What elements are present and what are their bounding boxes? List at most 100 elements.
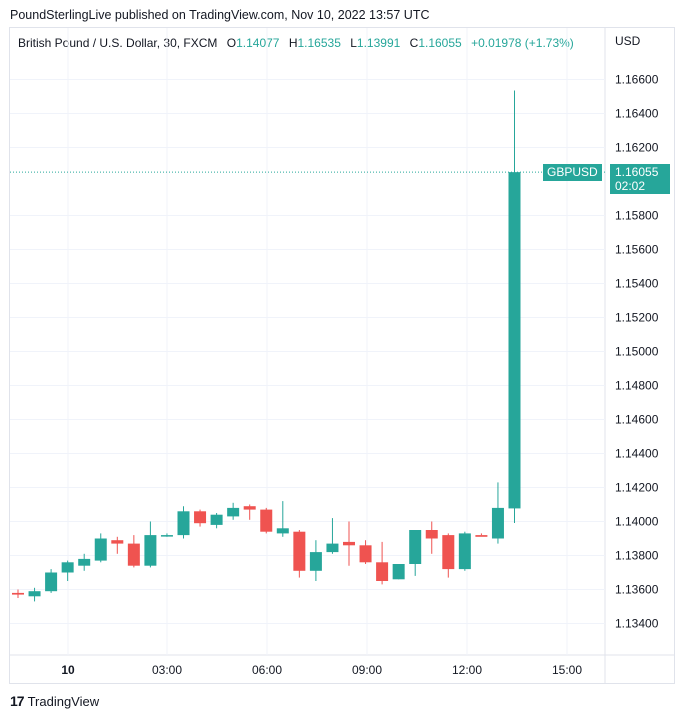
candle-body	[309, 552, 322, 571]
candle-body	[276, 528, 289, 534]
tradingview-logo-icon: 17	[10, 693, 25, 709]
grid-lines	[10, 28, 675, 684]
candle	[243, 504, 256, 520]
candle-body	[491, 507, 504, 539]
x-tick-label: 12:00	[452, 663, 482, 677]
candle-body	[508, 172, 521, 509]
candle-body	[442, 535, 455, 570]
candle-body	[260, 509, 273, 532]
legend-close-label: C	[409, 36, 419, 50]
candle	[12, 589, 24, 598]
candle-body	[94, 538, 107, 561]
candle-body	[475, 535, 488, 537]
x-axis: 10 03:00 06:00 09:00 12:00 15:00	[61, 663, 582, 677]
candle-body	[425, 530, 438, 539]
legend-high-value: 1.16535	[297, 36, 341, 50]
y-tick-label: 1.13400	[615, 617, 659, 631]
candle	[276, 501, 289, 537]
candle-body	[12, 592, 24, 595]
y-axis: 1.16600 1.16400 1.16200 1.15800 1.15600 1.154…	[615, 73, 659, 631]
candle-body	[343, 541, 355, 546]
candle	[326, 518, 339, 554]
candle-body	[78, 558, 91, 566]
y-tick-label: 1.15200	[615, 311, 659, 325]
candle	[491, 482, 504, 544]
candle-body	[392, 564, 405, 580]
candle	[94, 533, 107, 563]
candle	[309, 540, 322, 581]
legend-high-label: H	[288, 36, 298, 50]
y-tick-label: 1.15400	[615, 277, 659, 291]
legend-low-label: L	[350, 36, 357, 50]
candle	[28, 587, 41, 602]
candle-body	[293, 531, 306, 571]
candle	[177, 506, 190, 539]
legend-open-label: O	[226, 36, 237, 50]
candle-body	[144, 535, 157, 566]
candle-body	[227, 507, 240, 517]
candle	[475, 533, 488, 537]
legend-open-value: 1.14077	[236, 36, 280, 50]
candle	[293, 530, 306, 578]
candle-body	[359, 545, 372, 563]
legend-low-value: 1.13991	[356, 36, 401, 50]
x-tick-label: 10	[61, 663, 75, 677]
candle	[376, 541, 389, 585]
candle-body	[28, 591, 41, 597]
candle-body	[111, 540, 124, 544]
candle	[409, 530, 422, 576]
candle-body	[326, 543, 339, 553]
candle-body	[376, 562, 389, 581]
candle	[359, 540, 372, 564]
candle	[210, 513, 223, 529]
candle	[111, 536, 124, 554]
candle-body	[194, 511, 207, 524]
y-tick-label: 1.14400	[615, 447, 659, 461]
x-tick-label: 03:00	[152, 663, 182, 677]
y-tick-label: 1.16400	[615, 107, 659, 121]
candle-body	[210, 514, 223, 525]
candle-body	[458, 533, 471, 570]
candle	[425, 521, 438, 554]
candle	[260, 507, 273, 534]
candle-body	[61, 562, 74, 573]
candle	[144, 521, 157, 568]
last-price-tag: 1.16055 02:02	[610, 164, 670, 194]
tradingview-brand: TradingView	[27, 693, 100, 709]
last-price-countdown: 02:02	[615, 179, 646, 193]
candle	[343, 521, 355, 566]
candle	[227, 502, 240, 520]
chart-legend: British Pound / U.S. Dollar, 30, FXCM O1…	[18, 36, 574, 50]
candle-body	[177, 511, 190, 536]
candle	[392, 564, 405, 580]
y-tick-label: 1.16600	[615, 73, 659, 87]
y-tick-label: 1.15600	[615, 243, 659, 257]
candle	[45, 569, 58, 593]
y-tick-label: 1.16200	[615, 141, 659, 155]
y-tick-label: 1.14200	[615, 481, 659, 495]
legend-close-value: 1.16055	[418, 36, 462, 50]
tradingview-logo[interactable]: 17 TradingView	[10, 693, 99, 709]
x-tick-label: 09:00	[352, 663, 382, 677]
y-tick-label: 1.14000	[615, 515, 659, 529]
candle	[458, 531, 471, 571]
candle	[442, 533, 455, 578]
candle	[78, 553, 91, 571]
last-price-symbol: GBPUSD	[543, 164, 602, 181]
y-tick-label: 1.14600	[615, 413, 659, 427]
candle	[194, 509, 207, 527]
candle-body	[160, 535, 173, 537]
chart-frame	[9, 27, 675, 684]
y-tick-label: 1.13600	[615, 583, 659, 597]
legend-change: +0.01978 (+1.73%)	[471, 36, 574, 50]
y-tick-label: 1.15800	[615, 209, 659, 223]
candle	[160, 533, 173, 537]
y-tick-label: 1.14800	[615, 379, 659, 393]
currency-label: USD	[615, 34, 641, 48]
candle	[61, 560, 74, 581]
last-price-value: 1.16055	[615, 165, 659, 179]
candle-body	[45, 572, 58, 592]
x-tick-label: 06:00	[252, 663, 282, 677]
candle-body	[127, 543, 140, 566]
